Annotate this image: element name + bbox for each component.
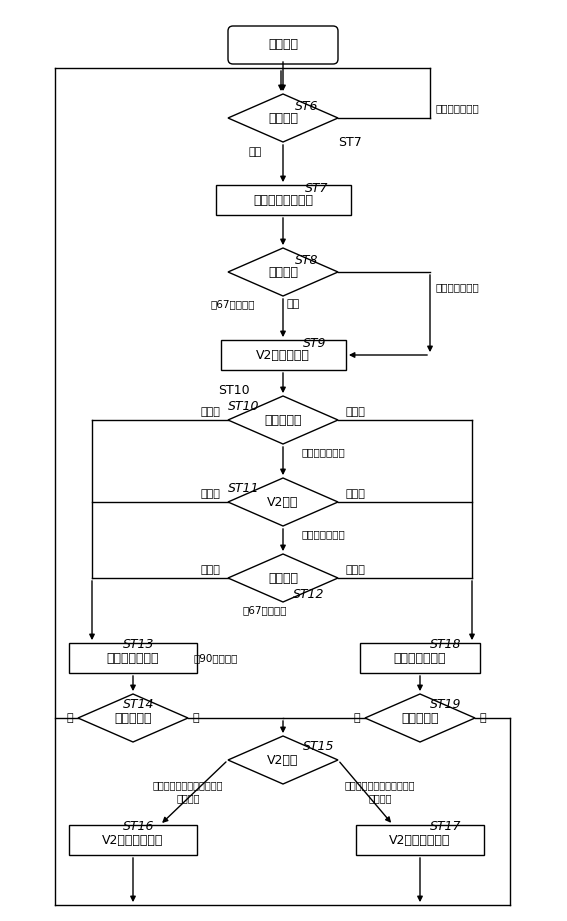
Polygon shape (228, 554, 338, 602)
Bar (69, 643, 197, 673)
Text: 無: 無 (67, 713, 73, 723)
Text: あり: あり (248, 147, 261, 157)
Text: ST14: ST14 (123, 697, 154, 710)
Bar (360, 643, 480, 673)
Text: 電算機情報: 電算機情報 (264, 414, 302, 426)
Text: ST12: ST12 (293, 588, 324, 600)
Polygon shape (228, 396, 338, 444)
Text: 有: 有 (354, 713, 360, 723)
FancyBboxPatch shape (228, 26, 338, 64)
Text: ST6: ST6 (295, 99, 319, 112)
Polygon shape (228, 736, 338, 784)
Polygon shape (228, 94, 338, 142)
Text: 閾値以上: 閾値以上 (176, 793, 200, 803)
Text: ST9: ST9 (303, 336, 327, 349)
Text: ST10: ST10 (218, 383, 249, 397)
Text: ST10: ST10 (228, 400, 260, 413)
Text: なし（初期値）: なし（初期値） (301, 529, 345, 539)
Text: V2情報: V2情報 (267, 495, 299, 508)
Text: ST13: ST13 (123, 637, 154, 650)
Text: 逆送電: 逆送電 (346, 407, 366, 417)
Text: タップ切替: タップ切替 (401, 712, 439, 725)
Polygon shape (228, 248, 338, 296)
Text: 電算機情報クリア: 電算機情報クリア (253, 193, 313, 206)
Text: V2判定: V2判定 (267, 753, 299, 766)
Text: ST8: ST8 (295, 253, 319, 266)
Text: 閾値以下: 閾値以下 (368, 793, 392, 803)
Text: ST7: ST7 (305, 181, 328, 194)
Text: V2逆送電セット: V2逆送電セット (390, 834, 451, 846)
Text: 順送電: 順送電 (200, 407, 220, 417)
Text: なし（初期値）: なし（初期値） (301, 447, 345, 457)
Bar (221, 340, 345, 370)
Text: 逆送電: 逆送電 (346, 489, 366, 499)
Text: なし（初期値）: なし（初期値） (435, 282, 479, 292)
Bar (215, 185, 350, 215)
Bar (69, 825, 197, 855)
Text: 潮流方向: 潮流方向 (268, 572, 298, 585)
Text: 無: 無 (480, 713, 486, 723)
Text: 順潮流: 順潮流 (200, 565, 220, 575)
Polygon shape (365, 694, 475, 742)
Text: 逆潮流: 逆潮流 (346, 565, 366, 575)
Text: 逆送タップ固定: 逆送タップ固定 (393, 651, 446, 664)
Text: ST19: ST19 (430, 697, 462, 710)
Text: ST17: ST17 (430, 820, 462, 833)
Text: 順送電: 順送電 (200, 489, 220, 499)
Polygon shape (228, 478, 338, 526)
Text: タップ切替前後の電圧差が: タップ切替前後の電圧差が (345, 780, 415, 790)
Text: （67リレー）: （67リレー） (243, 605, 287, 615)
Text: あり: あり (286, 299, 299, 309)
Text: 通信異帯: 通信異帯 (268, 111, 298, 124)
Text: なし（初期値）: なし（初期値） (435, 103, 479, 113)
Text: タップ切替前後の電圧差が: タップ切替前後の電圧差が (153, 780, 223, 790)
Text: ST18: ST18 (430, 637, 462, 650)
Text: V2順送電セット: V2順送電セット (102, 834, 164, 846)
Text: ST16: ST16 (123, 820, 154, 833)
Polygon shape (78, 694, 188, 742)
Text: ST15: ST15 (303, 740, 335, 752)
Text: 有: 有 (193, 713, 200, 723)
Text: 二次側電圧調整: 二次側電圧調整 (107, 651, 159, 664)
Text: V2情報クリア: V2情報クリア (256, 348, 310, 362)
Text: ST11: ST11 (228, 482, 260, 495)
Text: ST7: ST7 (338, 135, 362, 148)
Text: （90リレー）: （90リレー） (193, 653, 238, 663)
Text: （67リレー）: （67リレー） (211, 299, 255, 309)
Text: 潮流変化: 潮流変化 (268, 265, 298, 278)
Text: タップ切替: タップ切替 (114, 712, 152, 725)
Text: スタート: スタート (268, 39, 298, 52)
Bar (356, 825, 484, 855)
